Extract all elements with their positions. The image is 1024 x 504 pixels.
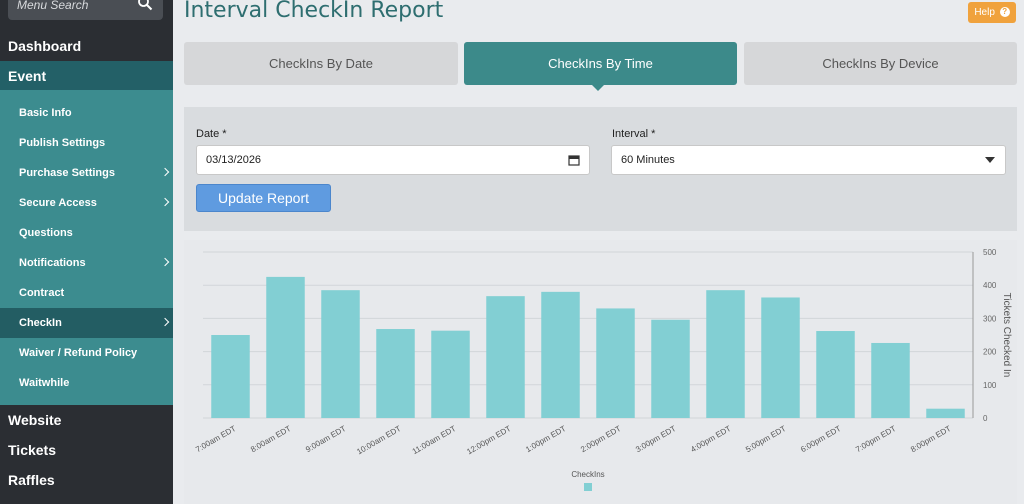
bar (871, 342, 910, 418)
bar (486, 296, 525, 418)
x-tick-label: 7:00am EDT (194, 424, 237, 454)
y-tick-label: 500 (983, 248, 997, 257)
y-tick-label: 200 (983, 348, 997, 357)
tab-checkins-by-date[interactable]: CheckIns By Date (184, 42, 458, 85)
nav-tickets[interactable]: Tickets (8, 442, 56, 458)
submenu-basic-info[interactable]: Basic Info (19, 107, 72, 119)
nav-event[interactable]: Event (0, 61, 173, 97)
nav-website[interactable]: Website (8, 412, 62, 428)
y-tick-label: 400 (983, 281, 997, 290)
y-tick-label: 300 (983, 314, 997, 323)
submenu-contract[interactable]: Contract (19, 287, 65, 299)
search-input[interactable]: Menu Search (17, 0, 89, 12)
bar (266, 276, 305, 418)
dropdown-arrow-icon (985, 157, 995, 163)
x-tick-label: 12:00pm EDT (465, 424, 512, 457)
interval-select[interactable]: 60 Minutes (611, 145, 1006, 175)
submenu-notifications[interactable]: Notifications (0, 248, 173, 278)
event-submenu: Basic Info Publish Settings Purchase Set… (0, 90, 173, 405)
chevron-right-icon (160, 197, 170, 207)
submenu-label: Secure Access (19, 197, 97, 209)
legend-label: CheckIns (571, 470, 604, 479)
question-icon: ? (999, 7, 1010, 17)
date-value: 03/13/2026 (206, 154, 262, 166)
nav-raffles[interactable]: Raffles (8, 472, 55, 488)
x-tick-label: 9:00am EDT (304, 424, 347, 454)
x-tick-label: 11:00am EDT (411, 424, 458, 456)
legend-swatch (584, 483, 592, 491)
x-tick-label: 6:00pm EDT (799, 424, 842, 454)
chevron-right-icon (160, 257, 170, 267)
x-tick-label: 4:00pm EDT (689, 424, 732, 454)
chart-panel: 0 100 200 300 400 500 Tickets Checked In 7:00am… (184, 240, 1017, 504)
x-tick-label: 8:00am EDT (249, 424, 292, 454)
bar (211, 335, 250, 418)
submenu-checkin[interactable]: CheckIn (0, 308, 173, 338)
bar (651, 319, 690, 418)
tab-checkins-by-time[interactable]: CheckIns By Time (464, 42, 737, 85)
date-input[interactable]: 03/13/2026 (196, 145, 590, 175)
nav-event-label: Event (8, 68, 47, 84)
submenu-purchase-settings[interactable]: Purchase Settings (0, 158, 173, 188)
bar (321, 290, 360, 418)
calendar-icon[interactable] (568, 154, 580, 166)
active-tab-arrow-icon (591, 84, 605, 91)
bar (761, 297, 800, 418)
submenu-waiver-refund-policy[interactable]: Waiver / Refund Policy (19, 347, 138, 359)
tab-checkins-by-device[interactable]: CheckIns By Device (744, 42, 1017, 85)
bar (376, 329, 415, 418)
nav-dashboard[interactable]: Dashboard (8, 38, 82, 54)
update-report-button[interactable]: Update Report (196, 184, 331, 212)
checkins-bar-chart: 0 100 200 300 400 500 Tickets Checked In 7:00am… (194, 248, 1012, 491)
help-label: Help (974, 7, 995, 18)
chevron-right-icon (160, 167, 170, 177)
submenu-questions[interactable]: Questions (19, 227, 73, 239)
y-tick-label: 0 (983, 414, 988, 423)
x-tick-label: 3:00pm EDT (634, 424, 677, 454)
submenu-label: CheckIn (19, 317, 62, 329)
submenu-publish-settings[interactable]: Publish Settings (19, 137, 106, 149)
interval-value: 60 Minutes (621, 154, 675, 166)
x-tick-label: 10:00am EDT (355, 424, 402, 457)
submenu-waitwhile[interactable]: Waitwhile (19, 377, 70, 389)
sidebar: Menu Search Dashboard Event Basic Info P… (0, 0, 173, 504)
x-tick-label: 2:00pm EDT (579, 424, 622, 454)
chevron-right-icon (160, 317, 170, 327)
bar (926, 408, 965, 418)
bar (596, 308, 635, 418)
bar (431, 330, 470, 418)
bar (541, 291, 580, 418)
bar (706, 290, 745, 418)
y-axis-title: Tickets Checked In (1001, 293, 1012, 378)
submenu-label: Notifications (19, 257, 86, 269)
date-label: Date * (196, 128, 227, 140)
bar (816, 331, 855, 418)
page-title: Interval CheckIn Report (184, 0, 444, 23)
x-tick-label: 5:00pm EDT (744, 424, 787, 454)
x-tick-label: 8:00pm EDT (909, 424, 952, 454)
interval-label: Interval * (612, 128, 656, 140)
x-tick-label: 1:00pm EDT (524, 424, 567, 454)
search-icon[interactable] (137, 0, 153, 11)
x-tick-label: 7:00pm EDT (854, 424, 897, 454)
menu-search[interactable]: Menu Search (8, 0, 163, 20)
y-tick-label: 100 (983, 381, 997, 390)
help-button[interactable]: Help ? (968, 2, 1016, 23)
submenu-secure-access[interactable]: Secure Access (0, 188, 173, 218)
submenu-label: Purchase Settings (19, 167, 115, 179)
